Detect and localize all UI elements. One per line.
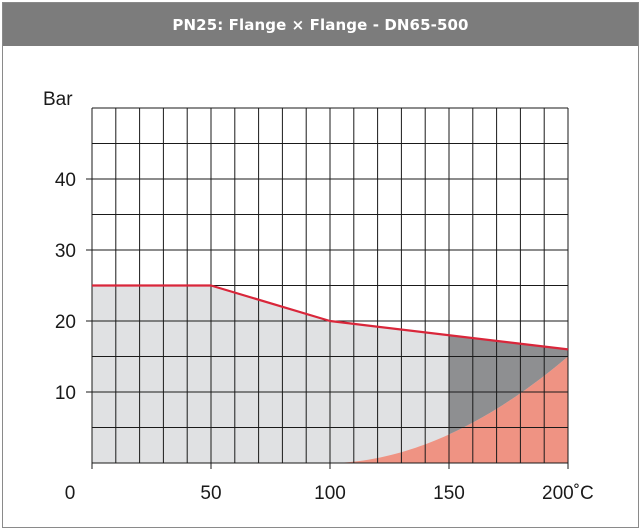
chart-labels: 10 20 30 40 0 50 100 150 200˚C Bar <box>43 89 594 504</box>
x-tick-label: 100 <box>314 483 346 504</box>
region-restricted <box>449 335 568 463</box>
chart-lines <box>92 284 569 351</box>
x-tick-label: 150 <box>433 483 465 504</box>
chart-header: PN25: Flange × Flange - DN65-500 <box>3 3 638 46</box>
series-line <box>92 284 569 351</box>
y-tick-label: 40 <box>55 170 76 191</box>
x-tick-label: 50 <box>200 483 221 504</box>
x-tick-label: 200˚C <box>542 483 594 504</box>
y-tick-label: 30 <box>55 241 76 262</box>
chart-title: PN25: Flange × Flange - DN65-500 <box>172 15 469 34</box>
region-not-allowed <box>330 356 568 463</box>
x-tick-label: 0 <box>65 483 76 504</box>
y-tick-label: 20 <box>55 312 76 333</box>
y-tick-label: 10 <box>55 383 76 404</box>
y-axis-label: Bar <box>43 89 73 110</box>
